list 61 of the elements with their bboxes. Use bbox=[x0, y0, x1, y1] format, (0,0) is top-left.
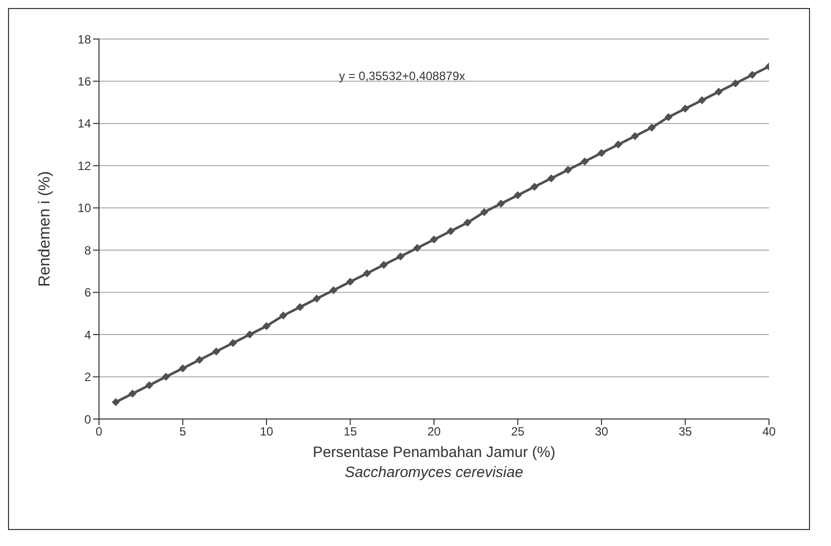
x-axis-title: Persentase Penambahan Jamur (%) Saccharomyces cerevisiae bbox=[312, 444, 556, 481]
point bbox=[246, 330, 254, 339]
point bbox=[648, 124, 656, 132]
y-tick-label: 14 bbox=[78, 116, 92, 131]
point bbox=[664, 113, 672, 122]
y-tick-label: 2 bbox=[84, 370, 92, 384]
point bbox=[698, 96, 706, 104]
point bbox=[212, 347, 220, 356]
point bbox=[396, 252, 404, 260]
x-tick-label: 35 bbox=[678, 424, 692, 439]
x-tick-label: 25 bbox=[511, 424, 525, 439]
point bbox=[346, 278, 354, 286]
y-tick-label: 10 bbox=[78, 201, 92, 216]
point bbox=[598, 149, 606, 157]
point bbox=[262, 322, 270, 330]
point bbox=[430, 236, 438, 244]
annotation: y = 0,35532+0,408879x bbox=[339, 69, 466, 83]
y-tick-label: 8 bbox=[84, 243, 92, 258]
y-tick-label: 16 bbox=[78, 74, 92, 88]
point bbox=[547, 174, 556, 182]
point bbox=[363, 269, 371, 278]
y-tick-label: 4 bbox=[84, 328, 92, 342]
point bbox=[112, 398, 120, 406]
x-tick-label: 40 bbox=[762, 424, 776, 439]
point bbox=[330, 286, 338, 294]
y-axis-title: Rendemen i (%) bbox=[36, 171, 54, 287]
x-tick-label: 30 bbox=[594, 424, 608, 439]
x-tick-label: 15 bbox=[344, 424, 358, 439]
y-tick-label: 18 bbox=[78, 32, 92, 46]
point bbox=[530, 182, 538, 191]
y-tick-label: 0 bbox=[84, 412, 92, 426]
point bbox=[196, 356, 204, 364]
point bbox=[446, 227, 455, 236]
y-tick-label: 6 bbox=[84, 286, 92, 300]
point bbox=[564, 166, 572, 174]
point bbox=[614, 140, 622, 149]
x-tick-label: 0 bbox=[96, 424, 103, 439]
point bbox=[413, 244, 422, 252]
point bbox=[145, 381, 154, 390]
point bbox=[480, 208, 488, 216]
point bbox=[580, 157, 589, 166]
point bbox=[497, 200, 505, 208]
point bbox=[178, 364, 187, 372]
point bbox=[714, 88, 723, 96]
point bbox=[631, 132, 639, 140]
point bbox=[229, 339, 237, 347]
point bbox=[380, 260, 388, 269]
point bbox=[514, 191, 522, 200]
y-tick-label: 12 bbox=[78, 158, 92, 173]
point bbox=[128, 390, 136, 398]
point bbox=[296, 303, 304, 312]
point bbox=[279, 312, 288, 320]
point bbox=[312, 294, 321, 303]
point bbox=[162, 372, 170, 381]
x-tick-label: 10 bbox=[260, 424, 274, 439]
point bbox=[748, 70, 756, 79]
point bbox=[732, 79, 740, 88]
x-tick-label: 20 bbox=[427, 424, 441, 439]
x-tick-label: 5 bbox=[179, 424, 186, 439]
point bbox=[681, 104, 690, 113]
point bbox=[464, 218, 472, 227]
